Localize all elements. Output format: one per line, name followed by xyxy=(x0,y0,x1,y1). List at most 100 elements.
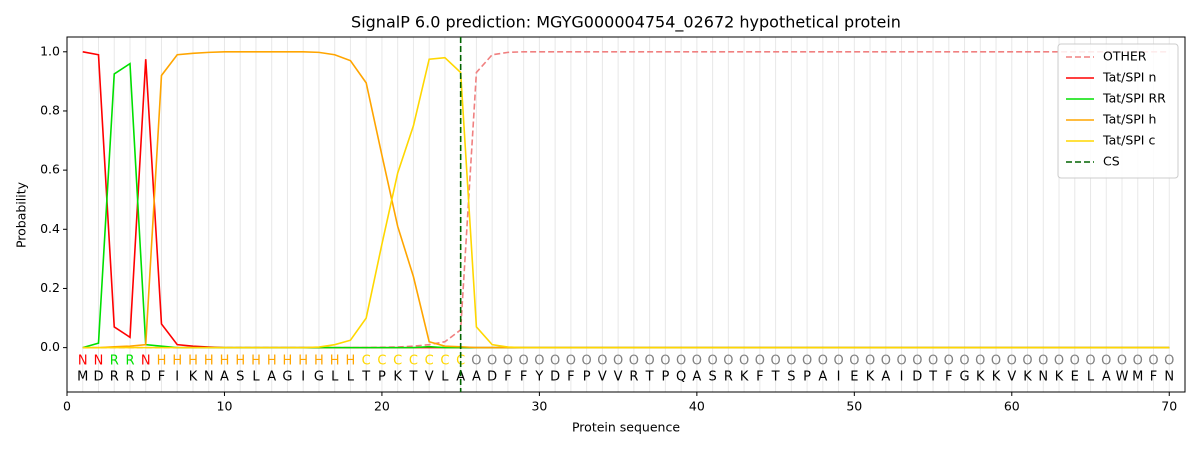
residue: D xyxy=(93,370,103,385)
region-label: O xyxy=(676,354,686,369)
region-label: O xyxy=(739,354,749,369)
region-label: O xyxy=(1054,354,1064,369)
residue: A xyxy=(881,370,890,385)
residue: D xyxy=(912,370,922,385)
residue: K xyxy=(1055,370,1064,385)
residue: R xyxy=(110,370,119,385)
residue: K xyxy=(866,370,875,385)
region-label: O xyxy=(597,354,607,369)
residue: N xyxy=(1164,370,1174,385)
region-label: O xyxy=(991,354,1001,369)
y-tick-label: 0.8 xyxy=(40,102,60,117)
region-label: O xyxy=(487,354,497,369)
residue: K xyxy=(1023,370,1032,385)
x-tick-label: 40 xyxy=(689,399,705,414)
x-tick-label: 50 xyxy=(846,399,862,414)
region-label: O xyxy=(1133,354,1143,369)
region-label: O xyxy=(1007,354,1017,369)
x-tick-label: 60 xyxy=(1004,399,1020,414)
residue: A xyxy=(1102,370,1111,385)
residue: F xyxy=(1150,370,1157,385)
residue: R xyxy=(724,370,733,385)
residue: Q xyxy=(676,370,686,385)
region-label: C xyxy=(377,354,386,369)
series-line xyxy=(82,50,1170,349)
y-tick-label: 1.0 xyxy=(40,43,60,58)
residue: D xyxy=(550,370,560,385)
residue: M xyxy=(1132,370,1143,385)
region-label: O xyxy=(582,354,592,369)
residue: V xyxy=(1007,370,1016,385)
x-tick-label: 0 xyxy=(63,399,71,414)
residue: I xyxy=(175,370,179,385)
x-axis-label: Protein sequence xyxy=(572,420,680,435)
region-label: O xyxy=(503,354,513,369)
region-label: H xyxy=(267,354,277,369)
residue: G xyxy=(282,370,292,385)
legend-label: Tat/SPI h xyxy=(1102,112,1156,127)
region-label: O xyxy=(833,354,843,369)
residue: D xyxy=(487,370,497,385)
residue: G xyxy=(960,370,970,385)
region-label: O xyxy=(975,354,985,369)
residue: A xyxy=(456,370,465,385)
region-label: O xyxy=(786,354,796,369)
region-label: O xyxy=(770,354,780,369)
region-label: O xyxy=(723,354,733,369)
region-label: R xyxy=(125,354,134,369)
residue: K xyxy=(740,370,749,385)
residue: P xyxy=(583,370,591,385)
region-label: O xyxy=(660,354,670,369)
region-label: O xyxy=(849,354,859,369)
region-label: O xyxy=(959,354,969,369)
residue: Y xyxy=(534,370,543,385)
residue: V xyxy=(598,370,607,385)
region-label: O xyxy=(613,354,623,369)
region-label: O xyxy=(645,354,655,369)
residue: I xyxy=(837,370,841,385)
region-label: H xyxy=(188,354,198,369)
region-label: O xyxy=(1164,354,1174,369)
region-label: N xyxy=(78,354,88,369)
residue: F xyxy=(504,370,511,385)
y-tick-label: 0.0 xyxy=(40,339,60,354)
residue: L xyxy=(1087,370,1095,385)
legend-label: Tat/SPI RR xyxy=(1102,91,1166,106)
residue: F xyxy=(567,370,574,385)
residue: S xyxy=(236,370,244,385)
residue: G xyxy=(314,370,324,385)
series-line xyxy=(82,51,1170,349)
region-label: O xyxy=(896,354,906,369)
residue: I xyxy=(900,370,904,385)
residue: N xyxy=(1038,370,1048,385)
residue: E xyxy=(1071,370,1079,385)
legend-label: Tat/SPI n xyxy=(1102,70,1156,85)
region-label: O xyxy=(1038,354,1048,369)
region-label: H xyxy=(172,354,182,369)
region-label: H xyxy=(204,354,214,369)
chart-title: SignalP 6.0 prediction: MGYG000004754_02… xyxy=(351,13,901,33)
residue: K xyxy=(393,370,402,385)
region-label: O xyxy=(755,354,765,369)
residue: S xyxy=(787,370,795,385)
region-label: H xyxy=(235,354,245,369)
region-label: O xyxy=(550,354,560,369)
residue: F xyxy=(158,370,165,385)
residue: T xyxy=(645,370,654,385)
legend-label: OTHER xyxy=(1103,49,1147,64)
region-label: O xyxy=(1117,354,1127,369)
region-label: H xyxy=(283,354,293,369)
residue: A xyxy=(692,370,701,385)
region-label: N xyxy=(141,354,151,369)
region-label: O xyxy=(566,354,576,369)
region-label: R xyxy=(110,354,119,369)
region-label: O xyxy=(818,354,828,369)
residue: E xyxy=(850,370,858,385)
x-tick-label: 20 xyxy=(374,399,390,414)
region-label: C xyxy=(362,354,371,369)
region-label: O xyxy=(1101,354,1111,369)
residue: K xyxy=(992,370,1001,385)
region-label: O xyxy=(865,354,875,369)
residue: P xyxy=(661,370,669,385)
